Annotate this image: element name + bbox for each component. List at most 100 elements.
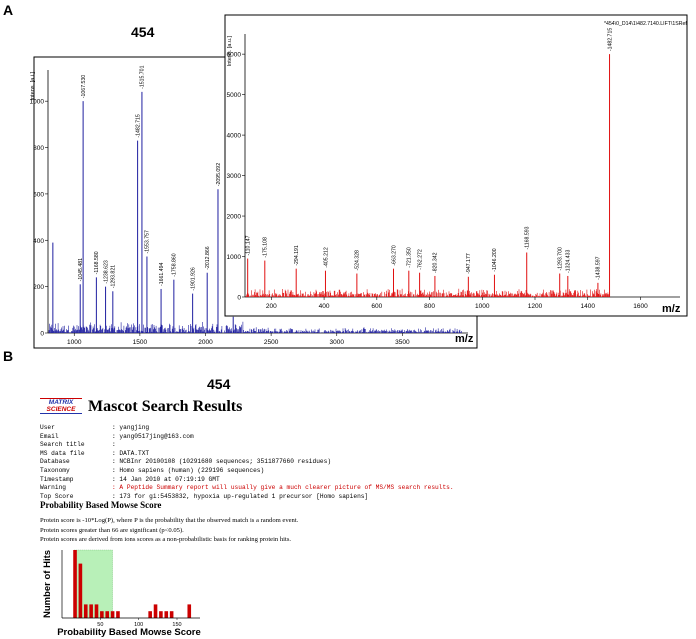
x-tick-label: 50: [97, 622, 103, 628]
y-tick-label: 5000: [227, 92, 242, 99]
x-tick-label: 1600: [633, 303, 648, 310]
histogram-bar: [78, 563, 83, 618]
mowse-line-3: Protein scores are derived from ions sco…: [40, 536, 292, 543]
peak-label: -2095.092: [216, 163, 222, 186]
histogram-bar: [164, 611, 169, 618]
peak-label: -1293.821: [111, 265, 117, 288]
info-label: Top Score: [40, 492, 74, 500]
histogram-bar: [94, 604, 99, 618]
peak-label: -1046.200: [492, 248, 498, 271]
y-axis-label: Number of Hits: [42, 550, 53, 618]
noise-baseline: [245, 288, 609, 297]
mowse-heading: Probability Based Mowse Score: [40, 500, 162, 510]
info-label: Timestamp: [40, 475, 74, 483]
peak-label: -1758.860: [172, 253, 178, 276]
y-tick-label: 4000: [227, 133, 242, 140]
histogram-bar: [89, 604, 93, 618]
logo-line1: MATRIX: [40, 398, 82, 406]
panel-a-letter: A: [3, 2, 14, 18]
info-row: Timestamp: 14 Jan 2010 at 07:19:19 GMT: [40, 476, 490, 485]
x-tick-label: 800: [424, 303, 435, 310]
peak-label: -721.350: [407, 247, 413, 268]
peak-label: -762.272: [417, 249, 423, 270]
histogram-bar: [100, 611, 104, 618]
matrix-science-logo: MATRIX SCIENCE: [40, 398, 82, 416]
y-tick-label: 400: [33, 238, 44, 245]
y-tick-label: 0: [237, 295, 241, 302]
x-tick-label: 3500: [395, 339, 410, 346]
y-tick-label: 0: [40, 331, 44, 338]
info-row: Taxonomy: Homo sapiens (human) (229196 s…: [40, 467, 490, 476]
info-value: : yangjing: [112, 424, 150, 431]
y-tick-label: 1000: [227, 254, 242, 261]
x-tick-label: 3000: [330, 339, 345, 346]
mowse-description: Protein score is -10*Log(P), where P is …: [40, 516, 298, 545]
peak-label: -1515.701: [140, 65, 146, 88]
x-tick-label: 200: [266, 303, 277, 310]
info-label: Database: [40, 458, 70, 466]
x-tick-label: 2500: [264, 339, 279, 346]
x-tick-label: 150: [172, 622, 181, 628]
info-label: MS data file: [40, 449, 85, 457]
x-tick-label: 1200: [528, 303, 543, 310]
x-tick-label: 1400: [580, 303, 595, 310]
peak-label: -1168.580: [94, 251, 100, 274]
red-spectrum-header: *454\0_D14\1\482.7140.LIFT\1SRef: [604, 21, 687, 27]
peak-label: -1067.530: [81, 75, 87, 98]
logo-line2: SCIENCE: [40, 406, 82, 414]
info-value: : DATA.TXT: [112, 449, 150, 457]
info-label: User: [40, 424, 55, 431]
info-row: Top Score: 173 for gi:5453832, hypoxia u…: [40, 493, 490, 502]
peak-label: -1901.926: [190, 267, 196, 290]
y-unit-label: Intens. [a.u.]: [227, 36, 233, 67]
info-row: Email : yang0517jing@163.com: [40, 433, 490, 442]
info-row: MS data file : DATA.TXT: [40, 450, 490, 459]
panel-b-title: 454: [207, 376, 231, 392]
info-row: Search title:: [40, 441, 490, 450]
histogram-bar: [159, 611, 163, 618]
histogram-bar: [83, 604, 88, 618]
histogram-bar: [153, 604, 158, 618]
peak-label: -1045.481: [78, 258, 84, 281]
info-value: :: [112, 441, 116, 449]
peak-label: -175.108: [263, 237, 269, 258]
peak-label: -405.212: [323, 247, 329, 268]
peak-label: -110.147: [245, 235, 251, 255]
peak-label: -663.270: [391, 245, 397, 266]
peak-label: -2012.866: [205, 246, 211, 269]
histogram-bar: [148, 611, 152, 618]
histogram-bar: [110, 611, 115, 618]
x-axis-label: Probability Based Mowse Score: [57, 627, 201, 638]
info-row: Database : NCBInr 20100108 (10291680 sequ…: [40, 458, 490, 467]
red-spectrum-frame: [224, 14, 688, 317]
peak-label: -1168.593: [525, 226, 531, 249]
peak-label: -524.328: [355, 250, 361, 271]
info-label: Search title: [40, 441, 85, 449]
red-spectrum-chart: 0 1000 2000 3000 4000 5000 6000 200 400 600 800 100…: [227, 21, 688, 310]
mowse-line-1: Protein score is -10*Log(P), where P is …: [40, 517, 299, 524]
info-value: : yang0517jing@163.com: [112, 432, 194, 440]
peak-label: -1293.700: [558, 247, 564, 270]
peak-label: -820.342: [433, 252, 439, 273]
peak-label: -1438.597: [596, 256, 602, 279]
histogram-bar: [105, 611, 110, 618]
panel-b-letter: B: [3, 348, 14, 364]
histogram-bar: [116, 611, 120, 618]
y-tick-label: 200: [33, 284, 44, 291]
histogram-bar: [187, 604, 192, 618]
histogram-bar: [73, 550, 77, 618]
blue-xaxis-unit: m/z: [455, 333, 474, 345]
y-tick-label: 3000: [227, 173, 242, 180]
y-tick-label: 1000: [30, 99, 45, 106]
red-xaxis-unit: m/z: [662, 303, 681, 315]
info-value: : NCBInr 20100108 (10291680 sequences; 3…: [112, 458, 332, 466]
info-row: User : yangjing: [40, 424, 490, 433]
panel-a-title: 454: [131, 24, 155, 40]
peak-label: -1238.623: [103, 260, 109, 283]
mascot-heading: Mascot Search Results: [88, 398, 243, 415]
y-tick-label: 800: [33, 145, 44, 152]
info-label: Email: [40, 432, 59, 440]
peak-label: -1661.494: [159, 262, 165, 285]
